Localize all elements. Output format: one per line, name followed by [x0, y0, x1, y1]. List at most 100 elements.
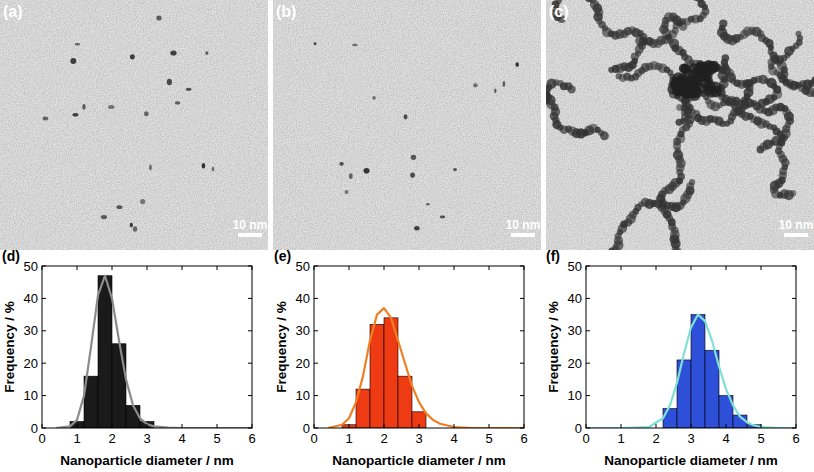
x-tick-top — [147, 266, 148, 270]
y-tick — [586, 298, 590, 299]
x-tick-top — [182, 266, 183, 270]
panel-label: (f) — [546, 248, 560, 264]
image-background — [0, 0, 268, 250]
y-tick — [42, 298, 46, 299]
particle — [692, 0, 702, 1]
y-tick — [314, 363, 318, 364]
bar — [412, 412, 426, 428]
y-tick — [314, 428, 318, 429]
x-tick — [349, 424, 350, 428]
x-tick-top — [42, 266, 43, 270]
y-tick-label: 20 — [296, 356, 310, 371]
particle — [205, 51, 208, 55]
y-tick — [586, 330, 590, 331]
y-tick-label: 50 — [568, 259, 582, 274]
scale-bar — [238, 233, 262, 237]
x-tick — [42, 424, 43, 428]
y-tick-label: 30 — [24, 323, 38, 338]
particle — [82, 104, 85, 110]
x-tick — [524, 424, 525, 428]
x-tick-top — [349, 266, 350, 270]
y-tick — [314, 298, 318, 299]
bar — [398, 376, 412, 428]
y-tick-label: 0 — [31, 421, 38, 436]
scale-bar — [784, 233, 808, 237]
plot-area — [56, 276, 252, 428]
x-tick-label: 4 — [178, 431, 185, 446]
particle — [811, 90, 814, 97]
y-tick — [586, 266, 590, 267]
particle — [70, 58, 76, 64]
particle — [616, 73, 622, 79]
particle — [722, 54, 730, 62]
particle — [426, 203, 430, 205]
particle — [515, 62, 518, 67]
particle — [440, 216, 445, 219]
particle — [156, 16, 161, 21]
x-tick-top — [112, 266, 113, 270]
y-tick-right — [520, 266, 524, 267]
particle — [608, 67, 614, 73]
y-tick-label: 10 — [24, 388, 38, 403]
x-tick-label: 0 — [310, 431, 317, 446]
y-tick-label: 30 — [568, 323, 582, 338]
x-tick — [761, 424, 762, 428]
particle — [43, 117, 49, 121]
x-tick — [796, 424, 797, 428]
particle — [372, 96, 375, 100]
y-tick-right — [520, 363, 524, 364]
bar — [112, 344, 126, 428]
x-tick-top — [252, 266, 253, 270]
y-tick-right — [792, 395, 796, 396]
x-tick-label: 3 — [415, 431, 422, 446]
x-tick-label: 5 — [485, 431, 492, 446]
x-tick-top — [454, 266, 455, 270]
y-tick-right — [520, 298, 524, 299]
x-tick-label: 0 — [38, 431, 45, 446]
particle — [339, 162, 343, 166]
particle — [344, 190, 348, 194]
x-tick — [586, 424, 587, 428]
x-tick-top — [217, 266, 218, 270]
particle — [608, 248, 615, 250]
particle — [676, 119, 683, 126]
particle — [167, 79, 172, 85]
panel-label: (e) — [274, 248, 291, 264]
particle — [144, 111, 149, 116]
x-tick-top — [691, 266, 692, 270]
y-tick-right — [792, 266, 796, 267]
x-tick-label: 3 — [687, 431, 694, 446]
scale-bar-label: 10 nm — [233, 218, 268, 232]
particle — [473, 83, 478, 87]
particle — [694, 63, 705, 74]
x-tick-label: 2 — [380, 431, 387, 446]
y-tick-label: 30 — [296, 323, 310, 338]
y-tick-right — [520, 395, 524, 396]
x-tick-top — [384, 266, 385, 270]
particle — [72, 113, 78, 117]
histogram-panel: 012345601020304050(f)Nanoparticle diamet… — [546, 248, 800, 468]
y-axis-label: Frequency / % — [274, 301, 289, 393]
particle — [679, 64, 689, 74]
particle — [130, 223, 133, 227]
y-tick — [586, 363, 590, 364]
x-tick-top — [796, 266, 797, 270]
y-tick-right — [792, 330, 796, 331]
particle — [546, 98, 547, 107]
y-tick-label: 0 — [575, 421, 582, 436]
x-tick-top — [656, 266, 657, 270]
y-tick-right — [248, 298, 252, 299]
figure: (a)10 nm(b)10 nm(c)10 nm0123456010203040… — [0, 0, 814, 472]
x-tick — [691, 424, 692, 428]
x-tick — [454, 424, 455, 428]
particle — [186, 88, 192, 91]
panel-label: (a) — [3, 3, 23, 20]
y-tick-right — [520, 330, 524, 331]
x-tick-label: 1 — [617, 431, 624, 446]
image-background — [546, 0, 814, 250]
particle — [212, 167, 215, 172]
particle — [116, 205, 122, 209]
x-tick — [182, 424, 183, 428]
particle — [140, 199, 145, 204]
image-texture — [0, 0, 268, 250]
